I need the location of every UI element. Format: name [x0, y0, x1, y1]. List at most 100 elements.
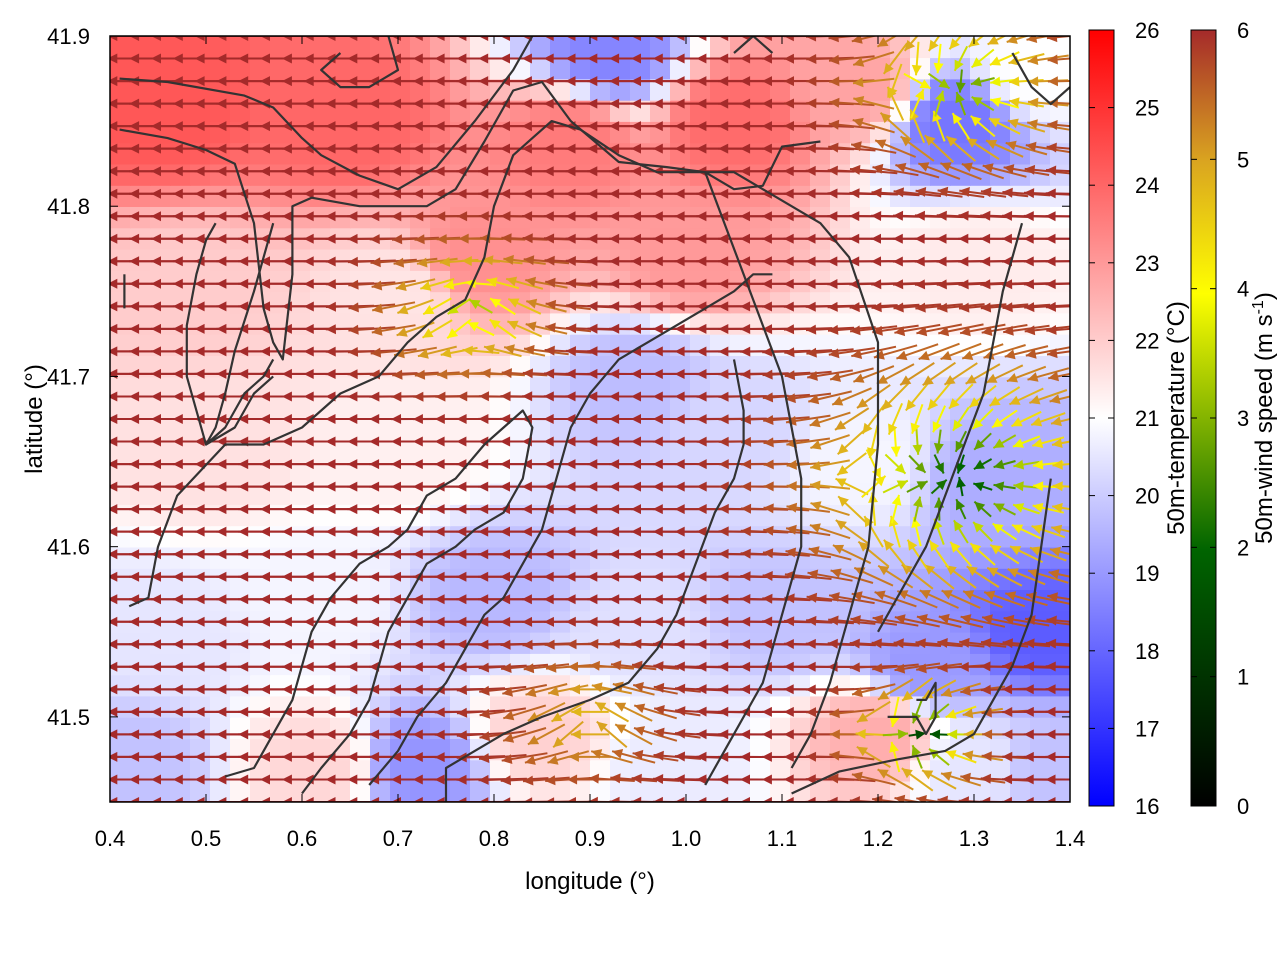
x-tick-label: 0.8: [479, 826, 510, 851]
heat-cell: [550, 184, 571, 207]
heat-cell: [190, 482, 211, 505]
heat-cell: [370, 695, 391, 718]
wind-arrow-head: [922, 770, 934, 780]
heat-cell: [990, 248, 1011, 271]
heat-cell: [290, 738, 311, 761]
heat-cell: [650, 355, 671, 378]
heat-cell: [450, 546, 471, 569]
heat-cell: [770, 206, 791, 229]
wind-arrow-head: [456, 774, 467, 785]
heat-cell: [370, 525, 391, 548]
heat-cell: [270, 270, 291, 293]
heat-cell: [430, 482, 451, 505]
heat-cell: [270, 653, 291, 676]
heat-cell: [370, 397, 391, 420]
wind-arrow-head: [501, 797, 511, 802]
heat-cell: [130, 631, 151, 654]
heat-cell: [590, 248, 611, 271]
heat-cell: [390, 419, 411, 442]
heat-cell: [530, 546, 551, 569]
heat-cell: [250, 206, 271, 229]
heat-cell: [730, 546, 751, 569]
heat-cell: [530, 99, 551, 122]
heat-cell: [290, 780, 311, 802]
heat-cell: [470, 780, 491, 802]
heat-cell: [310, 376, 331, 399]
wind-arrow-head: [610, 773, 621, 784]
heat-cell: [250, 78, 271, 101]
heat-cell: [510, 333, 531, 356]
wind-arrow-head: [805, 774, 816, 785]
wind-arrow-head: [260, 774, 270, 785]
y-tick-label: 41.6: [47, 535, 90, 560]
wind-arrow-head: [889, 741, 899, 753]
y-tick-label: 41.9: [47, 24, 90, 49]
heat-cell: [930, 291, 951, 314]
heat-cell: [310, 631, 331, 654]
heat-cell: [790, 759, 811, 782]
heat-cell: [290, 546, 311, 569]
heat-cell: [530, 184, 551, 207]
heat-cell: [310, 78, 331, 101]
wind-arrow-head: [916, 795, 927, 802]
wind-arrow-head: [86, 144, 96, 154]
heat-cell: [730, 631, 751, 654]
heat-cell: [210, 312, 231, 335]
heat-cell: [890, 759, 911, 782]
heat-cell: [490, 653, 511, 676]
wind-arrow-head: [653, 750, 664, 761]
heat-cell: [950, 440, 971, 463]
heat-cell: [470, 397, 491, 420]
heat-cell: [790, 631, 811, 654]
heat-cell: [690, 57, 711, 80]
heat-cell: [290, 206, 311, 229]
heat-cell: [110, 674, 131, 697]
heat-cell: [270, 631, 291, 654]
colorbar-tick-label: 26: [1135, 18, 1159, 43]
wind-arrow-head: [941, 771, 952, 781]
heat-cell: [250, 780, 271, 802]
heat-cell: [850, 206, 871, 229]
wind-arrow-head: [960, 772, 971, 783]
wind-arrow-head: [631, 773, 642, 784]
wind-arrow-head: [523, 797, 533, 802]
heat-cell: [1030, 738, 1051, 761]
heat-cell: [630, 355, 651, 378]
wind-arrow-head: [151, 774, 161, 785]
colorbar-tick-label: 16: [1135, 794, 1159, 819]
heat-cell: [930, 461, 951, 484]
heat-cell: [530, 567, 551, 590]
wind-arrow-head: [544, 797, 555, 802]
heat-cell: [430, 440, 451, 463]
heat-cell: [790, 270, 811, 293]
heat-cell: [1030, 333, 1051, 356]
heat-cell: [250, 184, 271, 207]
heat-cell: [370, 589, 391, 612]
heat-cell: [170, 738, 191, 761]
wind-arrow-head: [740, 797, 750, 802]
heat-cell: [290, 525, 311, 548]
wind-arrow-head: [172, 797, 183, 802]
heat-cell: [530, 461, 551, 484]
heat-cell: [550, 482, 571, 505]
heat-cell: [150, 759, 171, 782]
heat-cell: [550, 716, 571, 739]
wind-arrow-head: [86, 684, 96, 694]
heat-cell: [370, 142, 391, 165]
heat-cell: [310, 184, 331, 207]
wind-arrow-head: [980, 796, 991, 802]
heat-cell: [470, 759, 491, 782]
heat-cell: [790, 355, 811, 378]
heat-cell: [850, 461, 871, 484]
heat-cell: [710, 36, 731, 59]
heat-cell: [690, 270, 711, 293]
heat-cell: [170, 355, 191, 378]
heat-cell: [150, 440, 171, 463]
heat-cell: [770, 419, 791, 442]
heat-cell: [650, 291, 671, 314]
heat-cell: [130, 440, 151, 463]
heat-cell: [370, 355, 391, 378]
heat-cell: [270, 440, 291, 463]
heat-cell: [290, 589, 311, 612]
wind-arrow-head: [958, 796, 969, 802]
